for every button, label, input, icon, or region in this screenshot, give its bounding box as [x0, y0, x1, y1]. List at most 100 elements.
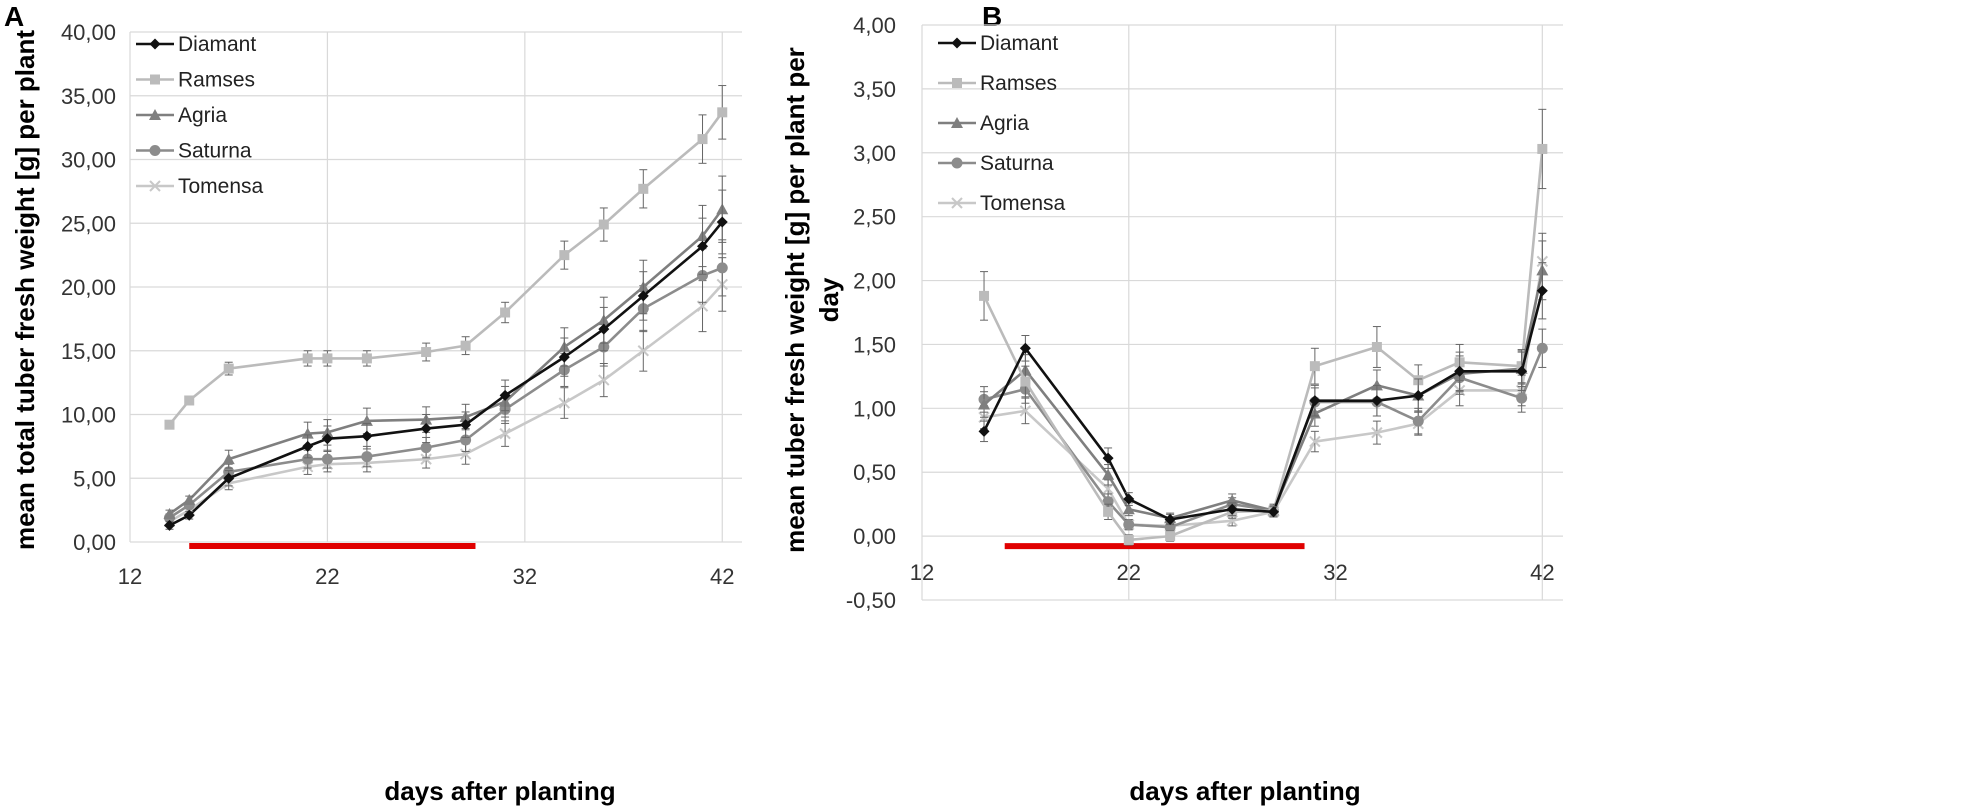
- panel-a-series-tomensa-point-10-stroke-2: [598, 374, 610, 386]
- panel-b-legend-entry-ramses: Ramses: [938, 72, 1057, 95]
- panel-b-y-tick-label-7: 3,00: [853, 141, 896, 166]
- panel-b-x-tick-label-2: 32: [1323, 560, 1347, 585]
- panel-b-legend-entry-tomensa: Tomensa: [938, 192, 1066, 215]
- panel-a-legend-entry-tomensa: Tomensa: [136, 175, 264, 198]
- panel-b-y-tick-label-4: 1,50: [853, 332, 896, 357]
- panel-b-y-tick-label-2: 0,50: [853, 460, 896, 485]
- panel-a-series-saturna-point-4: [321, 453, 333, 465]
- panel-b-y-tick-label-0: -0,50: [846, 588, 896, 613]
- panel-b-legend-entry-agria-marker: [951, 117, 963, 128]
- panel-a-legend-entry-tomensa-marker: [149, 180, 161, 192]
- panel-a-series-ramses-point-9: [559, 250, 570, 261]
- panel-b-series-ramses-point-12: [1537, 143, 1548, 154]
- panel-b-legend-entry-diamant-label: Diamant: [980, 32, 1058, 55]
- panel-a-series-agria-point-3: [301, 427, 314, 439]
- panel-b-y-tick-label-5: 2,00: [853, 269, 896, 294]
- panel-b-legend-entry-saturna-label: Saturna: [980, 152, 1054, 175]
- panel-a-x-tick-label-1: 22: [315, 564, 339, 589]
- panel-a-series-diamant-point-9: [558, 351, 570, 363]
- panel-a-legend-entry-ramses: Ramses: [136, 69, 255, 92]
- panel-a-legend: Diamant Ramses Agria Saturna Tomensa: [136, 33, 264, 198]
- panel-a-x-tick-label-3: 42: [710, 564, 734, 589]
- panel-a-series-tomensa-point-8: [499, 427, 511, 440]
- panel-a-series-tomensa-point-7-stroke-2: [459, 448, 472, 460]
- panel-b-series-ramses-point-1: [1020, 376, 1031, 387]
- panel-a-chart: 0,00 5,00 10,00 15,00 20,00 25,00 30,00 35,00 40…: [61, 20, 742, 589]
- panel-a-series-diamant-point-0: [163, 519, 175, 531]
- panel-a-x-axis-title: days after planting: [384, 776, 615, 806]
- panel-b-legend-entry-saturna: Saturna: [938, 152, 1054, 175]
- panel-b-series-tomensa-line: [983, 261, 1544, 528]
- panel-b-legend-entry-ramses-marker: [952, 78, 962, 88]
- panel-letter-b: B: [982, 1, 1002, 32]
- panel-a-x-tick-label-2: 32: [513, 564, 537, 589]
- panel-b-series-diamant-point-6: [1268, 506, 1280, 518]
- panel-a-series-ramses-point-12: [697, 134, 708, 145]
- panel-a-series-tomensa-point-10: [598, 374, 610, 386]
- panel-a-series-diamant-point-5: [361, 430, 373, 442]
- panel-a-series-tomensa-line: [168, 283, 724, 523]
- panel-a-series-diamant-line: [168, 221, 724, 527]
- panel-b-series-ramses-point-0: [979, 290, 990, 301]
- panel-b-y-axis-title-line-2: day: [814, 277, 844, 322]
- panel-a-series-diamant-point-3: [302, 440, 314, 452]
- panel-b-series-ramses-point-3: [1123, 534, 1134, 545]
- panel-b-legend-entry-ramses-label: Ramses: [980, 72, 1057, 95]
- panel-a-y-tick-label-2: 10,00: [61, 403, 116, 428]
- panel-a-series-saturna-line: [168, 266, 723, 519]
- panel-a-series-diamant-point-7: [460, 419, 472, 431]
- panel-b-series-diamant-point-1: [1019, 342, 1031, 354]
- panel-b-legend-entry-tomensa-marker-stroke-2: [951, 197, 963, 209]
- panel-a-series-agria-point-1: [183, 493, 196, 505]
- panel-a-series-tomensa-point-11: [637, 345, 649, 357]
- panel-a-series-diamant: [163, 189, 728, 531]
- panel-b-series-tomensa-point-7: [1309, 435, 1321, 448]
- panel-b-y-tick-label-1: 0,00: [853, 524, 896, 549]
- panel-b-series-tomensa-point-1-stroke-2: [1019, 405, 1032, 417]
- panel-a-series-saturna-point-12: [697, 270, 709, 282]
- panel-b-x-tick-label-3: 42: [1530, 560, 1554, 585]
- panel-a-legend-entry-saturna: Saturna: [136, 140, 252, 163]
- panel-b-series-ramses: [979, 108, 1548, 546]
- panel-b-series-tomensa-point-8-stroke-2: [1371, 426, 1383, 439]
- panel-a-y-tick-label-3: 15,00: [61, 339, 116, 364]
- panel-a-series-diamant-point-8: [499, 389, 511, 401]
- panel-a-series-ramses: [164, 85, 728, 430]
- panel-a-series-tomensa-point-8-stroke-2: [499, 427, 511, 440]
- panel-a-series-ramses-point-4: [322, 353, 333, 364]
- panel-a-series-diamant-point-13: [716, 216, 728, 228]
- panel-a-series-saturna-point-13: [716, 262, 728, 274]
- panel-b-series-diamant-point-9: [1412, 390, 1424, 402]
- panel-a-legend-entry-ramses-marker: [150, 74, 160, 85]
- panel-b-legend-entry-diamant-marker: [951, 37, 963, 49]
- panel-b-y-tick-label-9: 4,00: [853, 13, 896, 38]
- panel-b-series-diamant-point-7: [1309, 395, 1321, 407]
- panel-a-series-tomensa-point-11-stroke-2: [637, 345, 649, 357]
- panel-b-series-ramses-point-8: [1371, 342, 1382, 352]
- panel-b-series-tomensa-point-8: [1371, 426, 1383, 439]
- panel-a-series-tomensa-point-9: [558, 397, 571, 409]
- panel-b-legend-entry-diamant: Diamant: [938, 32, 1058, 55]
- panel-b-series-agria-point-2: [1102, 468, 1115, 480]
- panel-b-x-tick-label-0: 12: [910, 560, 934, 585]
- panel-a-series-diamant-point-6: [420, 423, 432, 435]
- panel-a-legend-entry-tomensa-label: Tomensa: [178, 175, 264, 198]
- panel-a-series-ramses-point-10: [598, 219, 609, 230]
- panel-b-legend-entry-agria-label: Agria: [980, 112, 1029, 135]
- panel-a-series-tomensa-point-6-stroke-2: [420, 453, 432, 465]
- panel-a-legend-entry-diamant-marker: [149, 38, 161, 50]
- panel-b-series-ramses-point-7: [1309, 361, 1320, 372]
- panel-a-legend-entry-agria: Agria: [136, 104, 227, 127]
- panel-b-series-diamant-point-11: [1516, 365, 1528, 377]
- panel-a-y-tick-label-7: 35,00: [61, 84, 116, 109]
- panel-a-series-tomensa-point-6: [420, 453, 432, 465]
- panel-b-chart: -0,50 0,00 0,50 1,00 1,50 2,00 2,50 3,00 3,50 4,0…: [846, 13, 1563, 613]
- panel-b-x-tick-label-1: 22: [1117, 560, 1141, 585]
- panel-a-series-tomensa-point-7: [459, 448, 472, 460]
- panel-a-series-ramses-point-2: [223, 363, 234, 374]
- panel-a-series-ramses-point-8: [500, 307, 511, 318]
- panel-b-series-saturna-point-11: [1516, 392, 1528, 404]
- panel-letter-a: A: [4, 1, 24, 32]
